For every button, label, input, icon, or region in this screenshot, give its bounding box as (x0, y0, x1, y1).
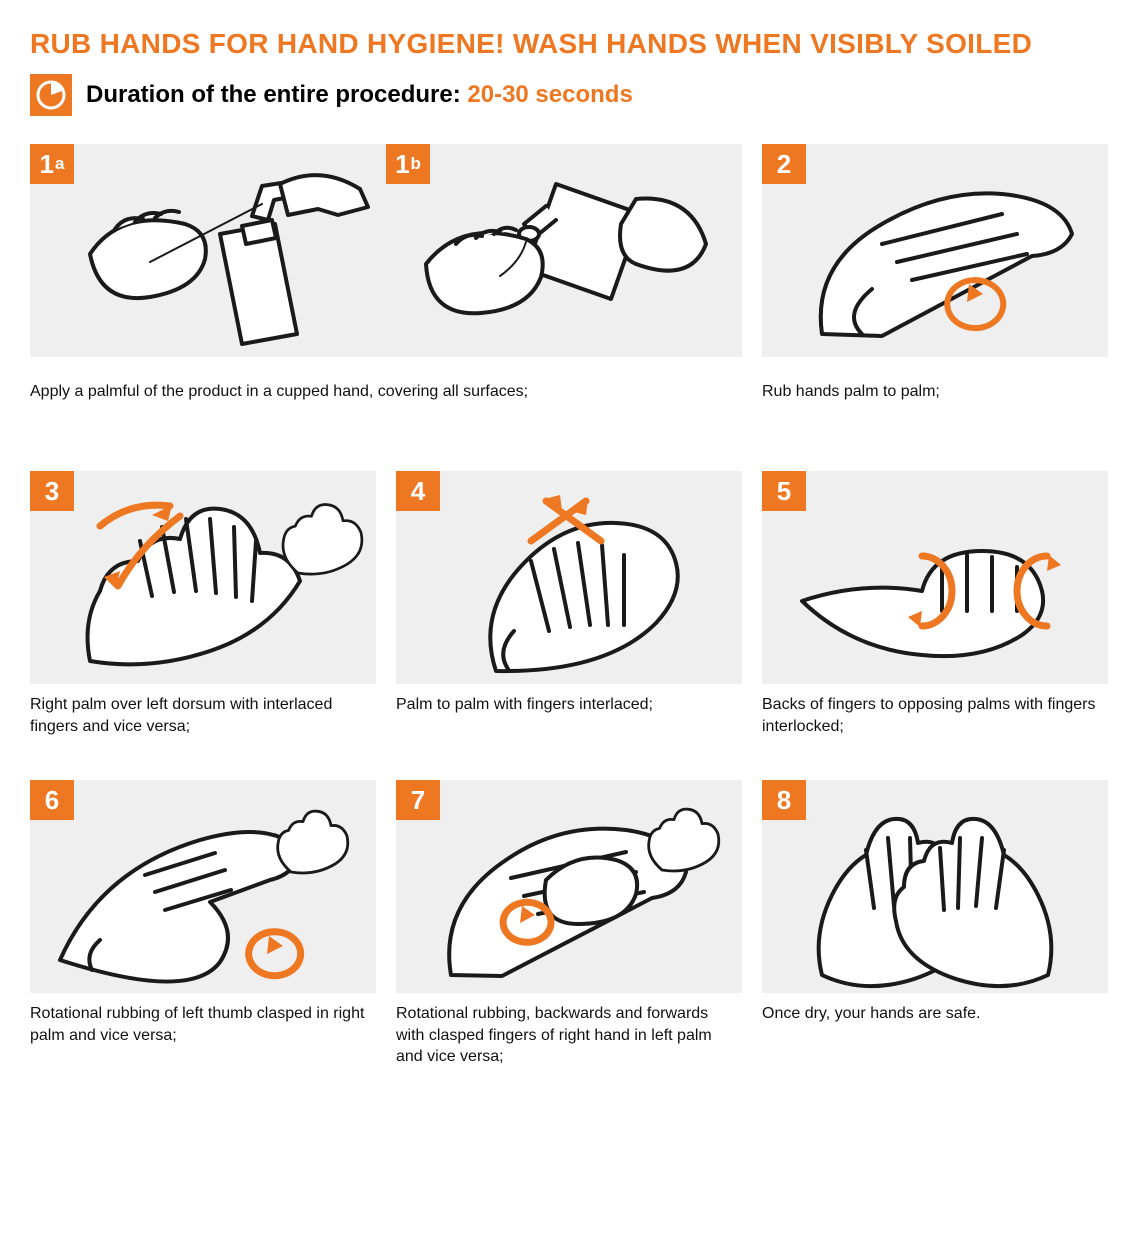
illustration-step-4 (396, 471, 742, 684)
illustration-step-8 (762, 780, 1108, 993)
panel-step-7: 7 (396, 780, 742, 993)
page-headline: RUB HANDS FOR HAND HYGIENE! WASH HANDS W… (30, 28, 1110, 60)
caption-step-4: Palm to palm with fingers interlaced; (396, 684, 742, 744)
panel-step-5: 5 (762, 471, 1108, 684)
caption-step-2: Rub hands palm to palm; (762, 371, 1108, 431)
panel-step-3: 3 (30, 471, 376, 684)
panel-step-8: 8 (762, 780, 1108, 993)
panel-step-6: 6 (30, 780, 376, 993)
duration-row: Duration of the entire procedure: 20-30 … (30, 74, 1110, 116)
caption-step-5: Backs of fingers to opposing palms with … (762, 684, 1108, 744)
caption-step-1: Apply a palmful of the product in a cupp… (30, 371, 742, 431)
caption-step-3: Right palm over left dorsum with interla… (30, 684, 376, 744)
panel-step-1: 1a 1b (30, 144, 742, 357)
illustration-step-3 (30, 471, 376, 684)
duration-text: Duration of the entire procedure: 20-30 … (86, 81, 633, 109)
panel-step-4: 4 (396, 471, 742, 684)
caption-step-8: Once dry, your hands are safe. (762, 993, 1108, 1053)
caption-step-6: Rotational rubbing of left thumb clasped… (30, 993, 376, 1053)
illustration-step-1 (30, 144, 742, 357)
panel-step-2: 2 (762, 144, 1108, 357)
duration-value: 20-30 seconds (467, 81, 632, 108)
caption-step-7: Rotational rubbing, backwards and forwar… (396, 993, 742, 1068)
illustration-step-7 (396, 780, 742, 993)
illustration-step-6 (30, 780, 376, 993)
illustration-step-5 (762, 471, 1108, 684)
duration-label: Duration of the entire procedure: (86, 81, 467, 108)
clock-icon (30, 74, 72, 116)
illustration-step-2 (762, 144, 1108, 357)
